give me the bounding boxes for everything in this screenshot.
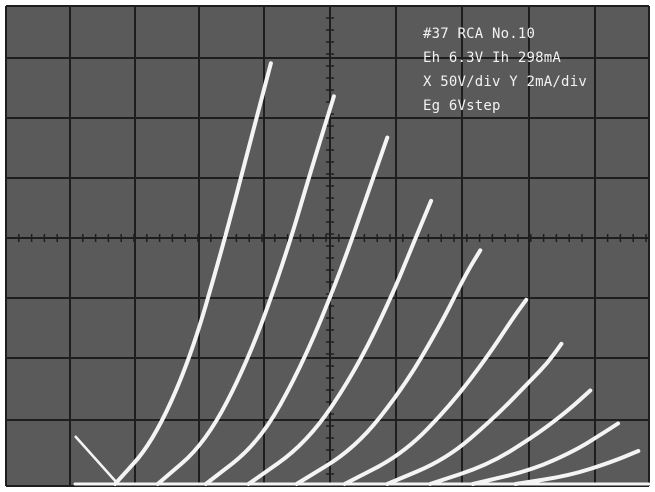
plate-curve-6 <box>342 297 529 486</box>
plate-curve-1 <box>113 61 273 486</box>
annotation-line-4: Eg 6Vstep <box>423 98 501 114</box>
plate-curves <box>73 61 651 486</box>
scope-annotation: #37 RCA No.10 Eh 6.3V Ih 298mA X 50V/div… <box>423 26 587 114</box>
retrace-line <box>74 435 119 485</box>
plate-curve-8 <box>428 388 593 486</box>
plate-curve-9 <box>470 421 620 486</box>
annotation-line-1: #37 RCA No.10 <box>423 26 535 42</box>
annotation-line-2: Eh 6.3V Ih 298mA <box>423 50 561 66</box>
plate-curve-3 <box>203 135 390 486</box>
plate-curve-4 <box>246 198 434 486</box>
plate-curve-10 <box>513 449 641 486</box>
plate-curve-2 <box>155 94 336 486</box>
plate-curve-7 <box>385 341 564 486</box>
plate-curve-5 <box>294 248 483 486</box>
annotation-line-3: X 50V/div Y 2mA/div <box>423 74 587 90</box>
